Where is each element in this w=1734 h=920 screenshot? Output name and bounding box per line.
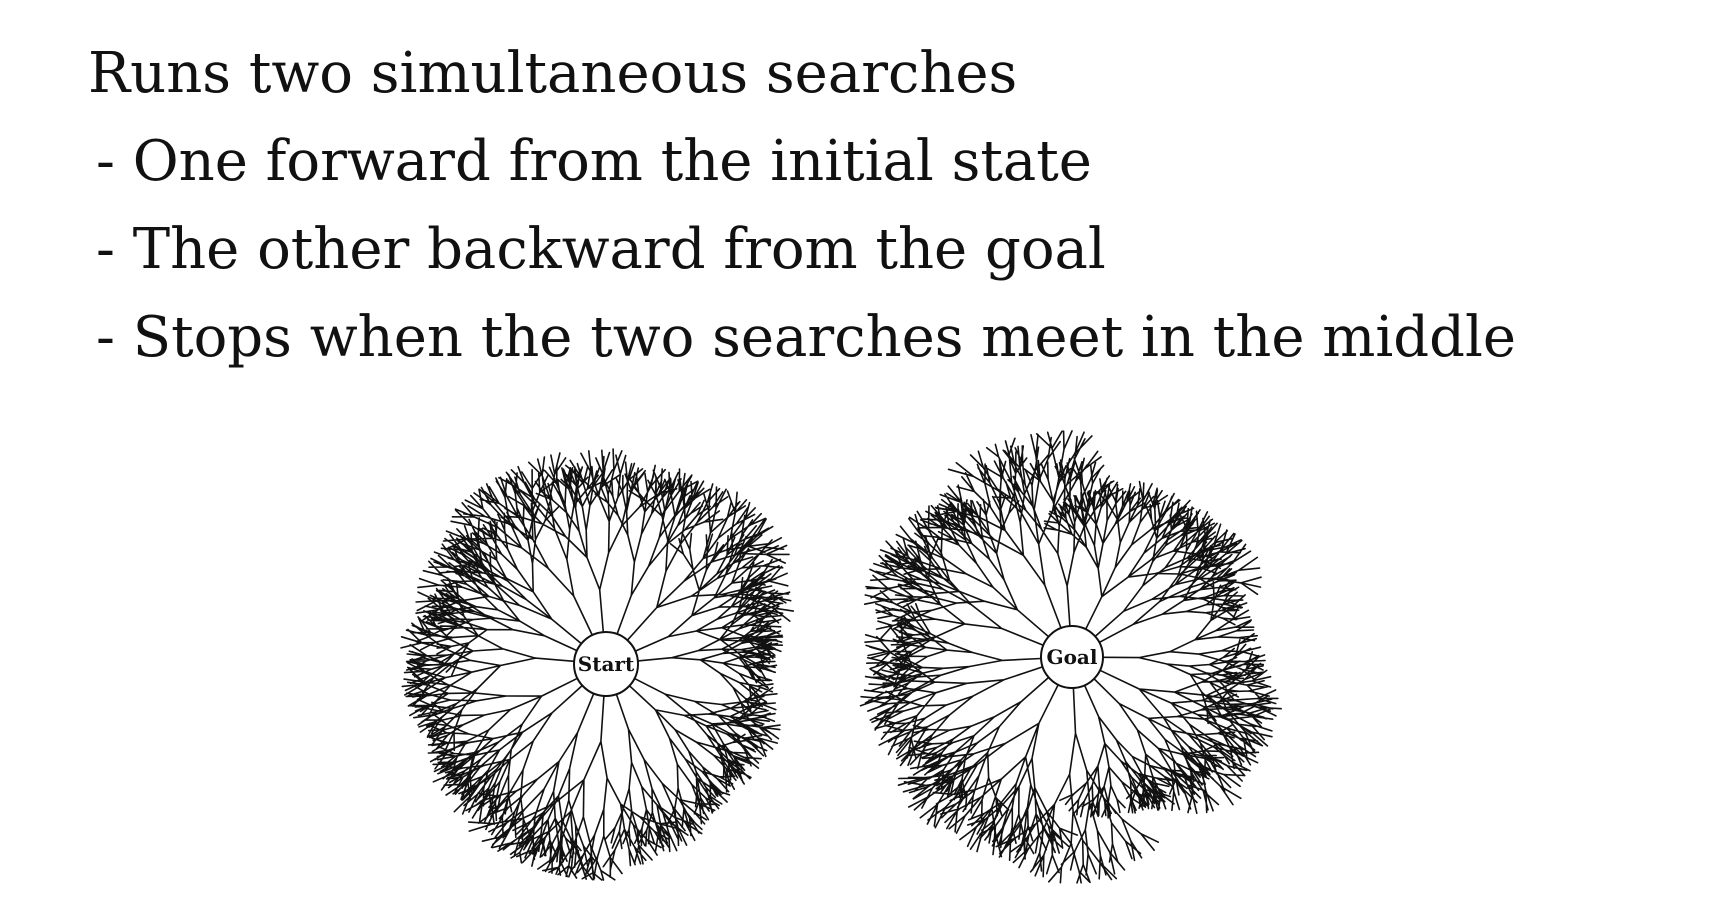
tree-branches (401, 449, 793, 880)
bullet-stop-condition: - Stops when the two searches meet in th… (88, 294, 1588, 382)
start-node: Start (574, 632, 638, 696)
bullet-backward: - The other backward from the goal (88, 206, 1588, 294)
goal-node-label: Goal (1047, 645, 1098, 669)
goal-node: Goal (1041, 626, 1103, 688)
slide-text: Runs two simultaneous searches - One for… (88, 30, 1588, 382)
goal-search-tree (861, 431, 1282, 883)
bullet-forward: - One forward from the initial state (88, 118, 1588, 206)
slide-heading: Runs two simultaneous searches (88, 30, 1588, 118)
start-node-label: Start (578, 652, 635, 676)
tree-branches (861, 431, 1282, 883)
start-search-tree (401, 449, 793, 880)
bullet-list: - One forward from the initial state - T… (88, 118, 1588, 382)
